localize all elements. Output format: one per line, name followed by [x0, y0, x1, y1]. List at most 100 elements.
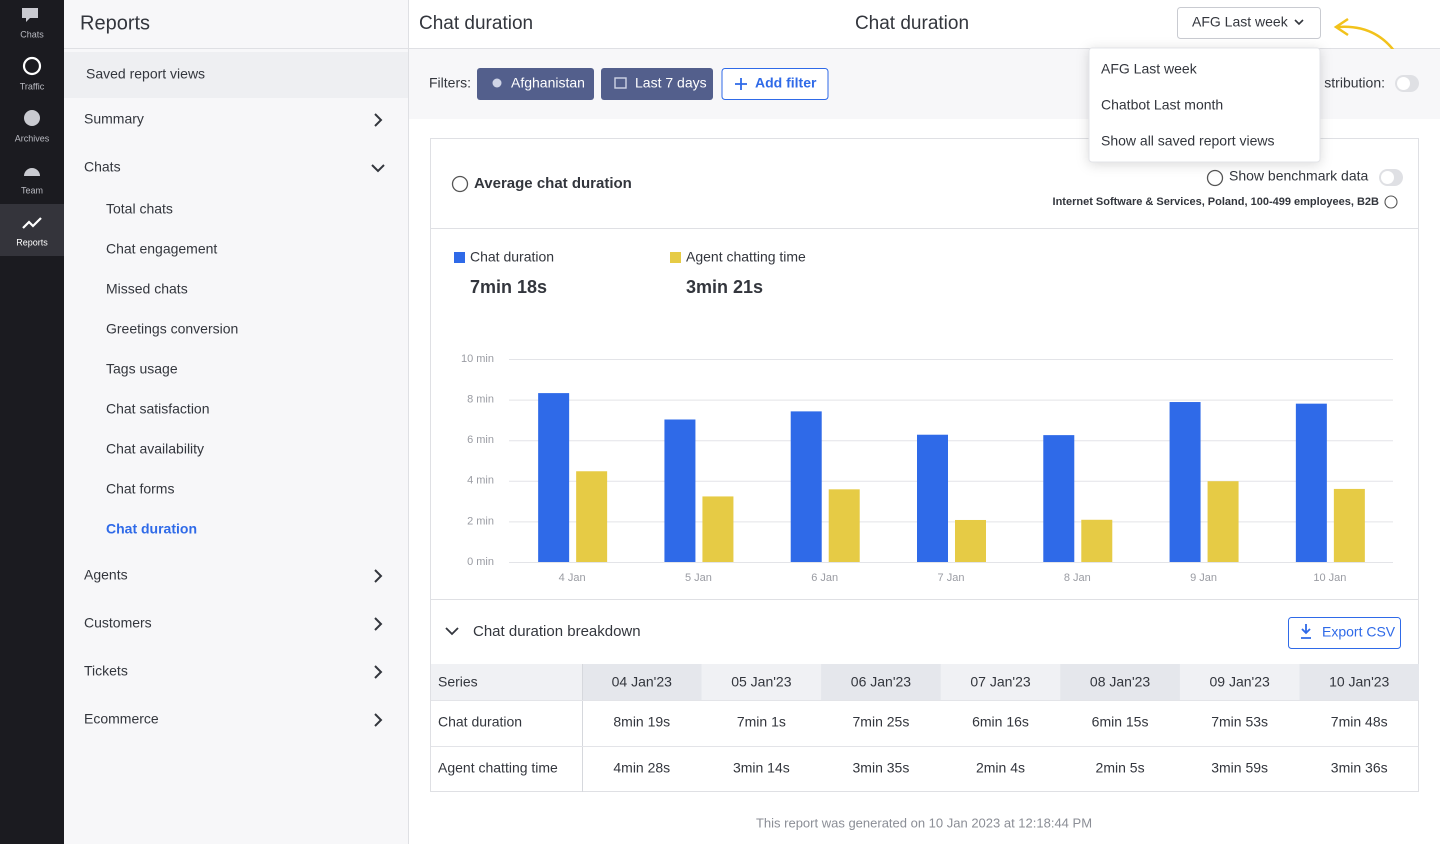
saved-views[interactable]: Saved report views [86, 66, 205, 82]
legend-swatch [454, 252, 465, 263]
header-cell [1299, 664, 1419, 700]
breakdown-title: Chat duration breakdown [473, 623, 641, 640]
sidebar-item[interactable]: Chat duration [106, 521, 197, 537]
header-cell [582, 664, 702, 700]
y-tick-label: 4 min [467, 475, 494, 487]
bar [664, 419, 696, 562]
filters-label: Filters: [429, 75, 471, 91]
sidebar-item[interactable]: Missed chats [106, 281, 188, 297]
filter-chip-label[interactable]: Last 7 days [635, 75, 707, 91]
menu-panel [1088, 47, 1321, 163]
nav-label[interactable]: Chats [20, 29, 44, 39]
table-cell: 3min 14s [733, 760, 790, 776]
table-cell: 4min 28s [613, 760, 670, 776]
x-tick-label: 5 Jan [685, 572, 712, 584]
chevron [374, 713, 383, 727]
x-tick-label: 10 Jan [1313, 572, 1346, 584]
bar [917, 434, 948, 562]
table-cell: 8min 19s [613, 714, 670, 730]
filter-chip[interactable] [601, 68, 713, 100]
sidebar-item[interactable]: Tags usage [106, 361, 178, 377]
header-cell [1060, 664, 1180, 700]
info-icon [451, 175, 469, 193]
y-tick-label: 10 min [461, 353, 494, 365]
nav-icon [22, 56, 42, 76]
sidebar-item[interactable]: Total chats [106, 201, 173, 217]
nav-icon [24, 168, 40, 176]
x-tick-label: 9 Jan [1190, 572, 1217, 584]
pin-icon [492, 78, 502, 88]
table-cell: 2min 4s [976, 760, 1025, 776]
sidebar-section[interactable]: Ecommerce [84, 711, 159, 727]
table-cell: 6min 16s [972, 714, 1029, 730]
menu-item[interactable]: AFG Last week [1101, 61, 1198, 77]
table-cell: 07 Jan'23 [970, 674, 1030, 690]
sidebar-section[interactable]: Summary [84, 111, 144, 127]
distribution-label: stribution: [1324, 75, 1385, 91]
bar [955, 519, 986, 562]
table-cell: Chat duration [438, 714, 522, 730]
toggle-knob [1381, 171, 1394, 184]
sidebar-section[interactable]: Chats [84, 159, 121, 175]
nav-active [0, 204, 64, 256]
x-tick-label: 6 Jan [811, 572, 838, 584]
plus-icon [735, 78, 747, 90]
table-cell: 3min 35s [853, 760, 910, 776]
y-tick-label: 6 min [467, 434, 494, 446]
export-label[interactable]: Export CSV [1322, 624, 1396, 640]
saved-views-row[interactable] [64, 52, 408, 98]
table-cell: 08 Jan'23 [1090, 674, 1150, 690]
page-title: Chat duration [419, 13, 533, 34]
nav-label[interactable]: Traffic [20, 81, 45, 91]
sidebar-title: Reports [80, 12, 150, 34]
sidebar [64, 0, 408, 844]
table-cell: 6min 15s [1092, 714, 1149, 730]
collapse-icon[interactable] [445, 627, 459, 636]
filter-chip-label[interactable]: Afghanistan [511, 75, 585, 91]
sidebar-section[interactable]: Customers [84, 615, 152, 631]
saved-view-label[interactable]: AFG Last week [1192, 14, 1289, 30]
table-cell: 06 Jan'23 [851, 674, 911, 690]
add-filter-label[interactable]: Add filter [755, 75, 817, 91]
legend-label: Chat duration [470, 249, 554, 265]
sidebar-section[interactable]: Tickets [84, 663, 128, 679]
nav-label[interactable]: Team [21, 185, 43, 195]
nav-icon [24, 110, 40, 126]
sidebar-item[interactable]: Greetings conversion [106, 321, 238, 337]
benchmark-label: Show benchmark data [1229, 168, 1369, 184]
sidebar-item[interactable]: Chat satisfaction [106, 401, 210, 417]
x-tick-label: 7 Jan [938, 572, 965, 584]
nav-label[interactable]: Reports [16, 237, 48, 247]
table-cell: 7min 25s [853, 714, 910, 730]
sidebar-item[interactable]: Chat availability [106, 441, 204, 457]
table-cell: 09 Jan'23 [1210, 674, 1270, 690]
legend-total: 7min 18s [470, 277, 547, 297]
center-title: Chat duration [855, 13, 969, 34]
footer-note: This report was generated on 10 Jan 2023… [756, 815, 1092, 830]
header-cell [821, 664, 941, 700]
bar [702, 496, 734, 562]
table-cell: 3min 36s [1331, 760, 1388, 776]
nav-label[interactable]: Archives [15, 133, 50, 143]
sidebar-item[interactable]: Chat forms [106, 481, 174, 497]
benchmark-note: Internet Software & Services, Poland, 10… [1053, 196, 1380, 208]
filter-chip[interactable] [477, 68, 594, 100]
add-filter-button[interactable] [721, 68, 829, 100]
menu-item[interactable]: Chatbot Last month [1101, 97, 1223, 113]
chevron [374, 665, 383, 679]
export-button[interactable] [1288, 617, 1401, 649]
annotation-arrowhead [1333, 17, 1349, 37]
menu-item[interactable]: Show all saved report views [1101, 133, 1275, 149]
bar [1207, 481, 1239, 562]
bar [828, 489, 860, 562]
info-icon [1206, 169, 1224, 187]
bar [538, 393, 570, 562]
sidebar-section[interactable]: Agents [84, 567, 128, 583]
bar [1333, 488, 1365, 562]
sidebar-item[interactable]: Chat engagement [106, 241, 217, 257]
bar [1169, 402, 1201, 562]
saved-view-button[interactable] [1177, 7, 1321, 39]
legend-total: 3min 21s [686, 277, 763, 297]
x-tick-label: 8 Jan [1064, 572, 1091, 584]
